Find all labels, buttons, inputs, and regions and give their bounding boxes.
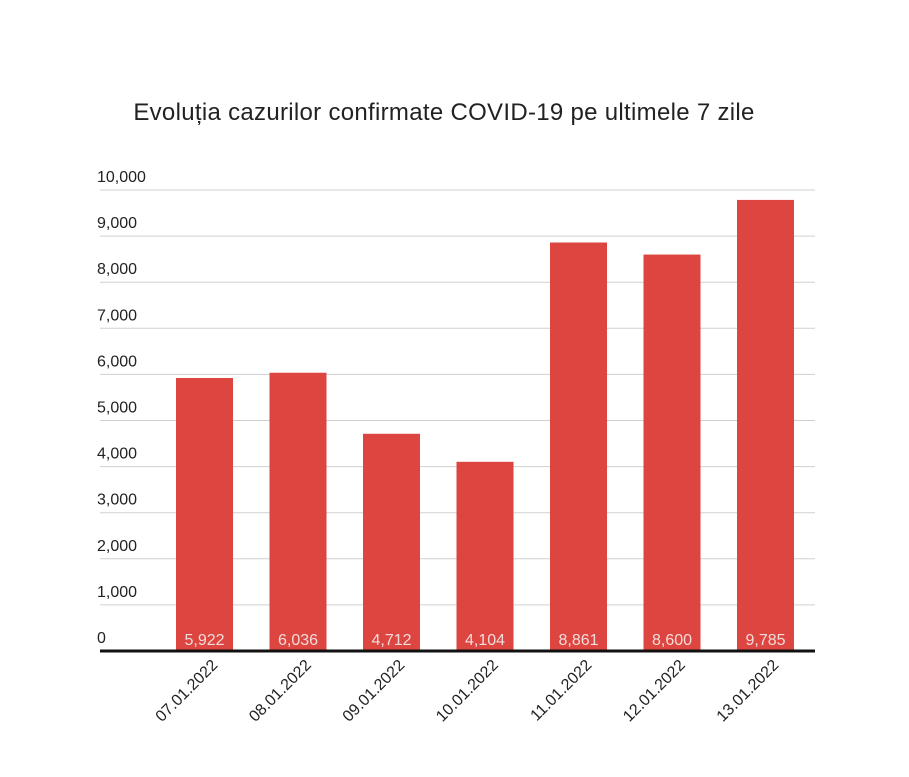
x-tick-label: 12.01.2022 [620,657,689,726]
x-tick-label: 13.01.2022 [714,657,783,726]
y-tick-label: 2,000 [97,538,137,555]
x-axis-labels: 07.01.2022 08.01.2022 09.01.2022 10.01.2022… [153,657,783,726]
bar [737,199,794,651]
chart-title: Evoluția cazurilor confirmate COVID-19 p… [133,99,754,126]
data-label: 4,712 [371,632,411,649]
y-tick-label: 9,000 [97,215,137,232]
data-label: 4,104 [465,632,505,649]
x-tick-label: 11.01.2022 [528,657,596,725]
data-label: 8,600 [652,632,692,649]
x-tick-label: 08.01.2022 [246,657,315,726]
y-tick-label: 3,000 [97,492,137,509]
y-tick-label: 5,000 [97,400,137,417]
x-tick-label: 07.01.2022 [153,657,222,726]
y-tick-label: 6,000 [97,353,137,370]
bar [269,372,327,651]
y-tick-label: 8,000 [97,261,137,278]
bar [363,433,420,651]
bar [643,254,701,652]
bars: 5,922 6,036 4,712 4,104 8,861 8,600 9,785 [176,199,794,652]
y-tick-label: 10,000 [97,169,146,186]
bar [456,461,514,651]
y-axis-ticks: 0 1,000 2,000 3,000 4,000 5,000 6,000 7,000 8,00… [97,169,146,647]
y-tick-label: 7,000 [97,307,137,324]
y-tick-label: 0 [97,630,106,647]
bar [176,377,233,651]
data-label: 5,922 [184,632,224,649]
y-tick-label: 4,000 [97,446,137,463]
data-label: 9,785 [745,632,785,649]
y-tick-label: 1,000 [97,584,137,601]
x-tick-label: 10.01.2022 [433,657,502,726]
x-tick-label: 09.01.2022 [340,657,409,726]
bar [550,242,607,651]
data-label: 6,036 [278,632,318,649]
data-label: 8,861 [558,632,598,649]
